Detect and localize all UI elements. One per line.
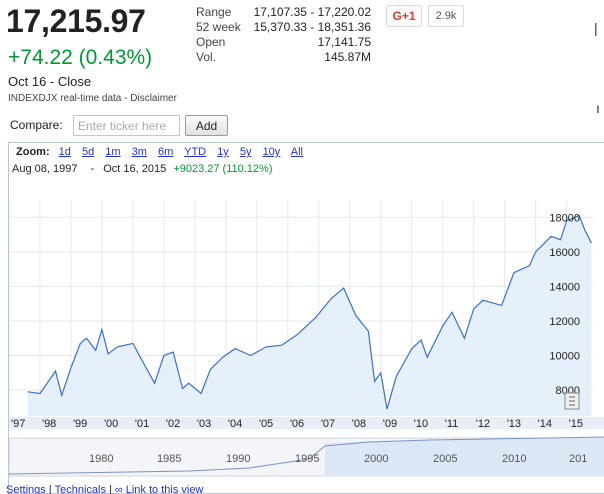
stat-label: Range <box>196 5 232 19</box>
zoom-option-6m[interactable]: 6m <box>157 146 174 158</box>
x-tick-label: '09 <box>383 418 397 430</box>
quote-close-time: Oct 16 - Close <box>8 74 92 89</box>
zoom-option-3m[interactable]: 3m <box>131 146 147 158</box>
stat-value: 145.87M <box>324 50 371 64</box>
x-tick-label: '06 <box>290 418 304 430</box>
quote-change: +74.22 (0.43%) <box>8 46 153 69</box>
date-range-row: Aug 08, 1997 - Oct 16, 2015 +9023.27 (11… <box>12 163 277 175</box>
footer-links: Settings | Technicals | ∞ Link to this view <box>6 484 203 494</box>
x-tick-label: '03 <box>197 418 211 430</box>
navigator-label: 2005 <box>433 453 457 465</box>
x-tick-label: '14 <box>538 418 552 430</box>
x-tick-label: '13 <box>507 418 521 430</box>
zoom-label: Zoom: <box>16 146 50 158</box>
plus-one-count: 2.9k <box>428 5 464 27</box>
x-tick-label: '02 <box>166 418 180 430</box>
stat-value: 17,141.75 <box>317 35 371 49</box>
zoom-option-all[interactable]: All <box>290 146 303 158</box>
zoom-option-ytd[interactable]: YTD <box>184 146 207 158</box>
x-tick-labels: '97 '98 '99 '00 '01 '02 '03 '04 '05 '06 '07 '08 '09 '… <box>11 418 583 430</box>
navigator-label: 1985 <box>157 453 181 465</box>
technicals-link[interactable]: Technicals <box>54 484 106 494</box>
link-to-view-link[interactable]: Link to this view <box>125 484 204 494</box>
zoom-option-1d[interactable]: 1d <box>58 146 71 158</box>
stat-row-range: Range 17,107.35 - 17,220.02 <box>196 5 371 20</box>
x-tick-label: '00 <box>104 418 118 430</box>
settings-link[interactable]: Settings <box>6 484 46 494</box>
x-tick-label: '98 <box>42 418 56 430</box>
navigator-label: 201 <box>569 453 587 465</box>
link-icon: ∞ <box>114 484 123 494</box>
navigator-label: 1990 <box>226 453 250 465</box>
x-axis-band <box>9 417 604 429</box>
stat-value: 17,107.35 - 17,220.02 <box>253 5 371 19</box>
google-plus-one-button[interactable]: G+1 <box>386 5 422 27</box>
navigator-label: 2000 <box>364 453 388 465</box>
price-line <box>27 214 593 410</box>
stat-row-volume: Vol. 145.87M <box>196 50 371 65</box>
range-gain: +9023.27 (110.12%) <box>173 163 273 175</box>
x-tick-label: '99 <box>73 418 87 430</box>
stat-row-52-week: 52 week 15,370.33 - 18,351.36 <box>196 20 371 35</box>
data-source-note: INDEXDJX real-time data - Disclaimer <box>8 93 177 104</box>
x-tick-label: '07 <box>321 418 335 430</box>
y-tick-label: 14000 <box>549 281 580 293</box>
range-end-date[interactable]: Oct 16, 2015 <box>103 163 167 175</box>
stat-label: Vol. <box>196 50 217 64</box>
zoom-option-5y[interactable]: 5y <box>239 146 252 158</box>
quote-price: 17,215.97 <box>6 3 146 39</box>
stats-panel: Range 17,107.35 - 17,220.02 52 week 15,370… <box>196 5 371 65</box>
x-tick-label: '12 <box>476 418 490 430</box>
navigator-label: 1995 <box>295 453 319 465</box>
y-tick-label: 12000 <box>549 316 580 328</box>
link-separator: | <box>48 484 52 494</box>
navigator-label: 1980 <box>89 453 113 465</box>
y-tick-label: 10000 <box>549 351 580 363</box>
zoom-option-5d[interactable]: 5d <box>81 146 95 158</box>
add-ticker-button[interactable]: Add <box>185 115 228 136</box>
x-tick-label: '11 <box>445 418 459 430</box>
sidebar-edge-glyph: | <box>594 20 598 36</box>
zoom-option-1y[interactable]: 1y <box>217 146 229 158</box>
y-tick-label: 18000 <box>549 212 580 224</box>
link-separator: | <box>108 484 112 494</box>
navigator-line <box>9 436 604 475</box>
range-start-date[interactable]: Aug 08, 1997 <box>12 163 78 175</box>
zoom-option-10y[interactable]: 10y <box>262 146 281 158</box>
navigator-labels: 1980 1985 1990 1995 2000 2005 2010 201 <box>89 453 587 465</box>
x-tick-label: '05 <box>259 418 273 430</box>
x-tick-label: '01 <box>135 418 149 430</box>
x-tick-label: '10 <box>414 418 428 430</box>
x-tick-label: '04 <box>228 418 242 430</box>
x-tick-label: '08 <box>352 418 366 430</box>
zoom-bar: Zoom: 1d 5d 1m 3m 6m YTD 1y 5y 10y All <box>16 146 311 158</box>
x-tick-label: '15 <box>569 418 583 430</box>
x-tick-label: '97 <box>11 418 25 430</box>
compare-label: Compare: <box>10 118 63 132</box>
stat-label: Open <box>196 35 226 49</box>
ticker-input[interactable] <box>73 115 180 136</box>
navigator-label: 2010 <box>502 453 526 465</box>
stat-label: 52 week <box>196 20 241 34</box>
zoom-option-1m[interactable]: 1m <box>105 146 121 158</box>
range-dash: - <box>90 163 95 175</box>
price-area-fill <box>27 215 592 416</box>
y-tick-label: 16000 <box>549 247 580 259</box>
stat-row-open: Open 17,141.75 <box>196 35 371 50</box>
sidebar-edge-glyph: ı <box>596 100 600 116</box>
stat-value: 15,370.33 - 18,351.36 <box>253 20 371 34</box>
navigator-selection-fill <box>325 437 604 476</box>
